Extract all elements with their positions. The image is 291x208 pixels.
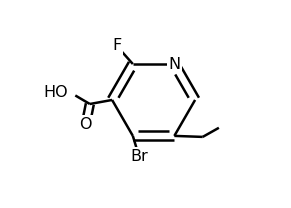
Text: Br: Br <box>130 149 148 164</box>
Text: N: N <box>168 57 180 72</box>
Text: F: F <box>112 38 121 53</box>
Text: HO: HO <box>43 85 68 100</box>
Text: O: O <box>79 117 92 132</box>
